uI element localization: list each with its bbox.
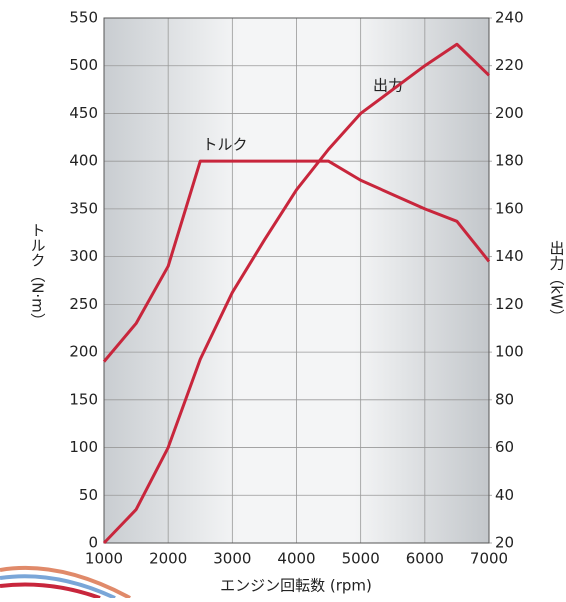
y2-tick-label: 140 [495, 247, 524, 265]
y-tick-label: 50 [79, 486, 98, 504]
decoration [0, 568, 130, 598]
y2-tick-label: 180 [495, 152, 524, 170]
x-tick-label: 5000 [342, 550, 380, 568]
x-tick-label: 1000 [85, 550, 123, 568]
y2-tick-label: 240 [495, 9, 524, 27]
y-tick-label: 450 [69, 104, 98, 122]
y-tick-label: 300 [69, 247, 98, 265]
y2-axis-label: 出力（kW） [548, 240, 566, 324]
y2-tick-label: 160 [495, 199, 524, 217]
x-tick-label: 4000 [277, 550, 315, 568]
y2-tick-label: 60 [495, 438, 514, 456]
x-tick-label: 6000 [406, 550, 444, 568]
chart: トルク 出力 エンジン回転数 (rpm) トルク（N·m） 出力（kW） 050… [0, 0, 566, 598]
x-tick-label: 2000 [149, 550, 187, 568]
y2-tick-label: 200 [495, 104, 524, 122]
y2-tick-label: 40 [495, 486, 514, 504]
y-tick-label: 500 [69, 56, 98, 74]
y2-tick-label: 120 [495, 295, 524, 313]
y2-tick-label: 100 [495, 343, 524, 361]
y2-tick-label: 80 [495, 390, 514, 408]
y-tick-label: 350 [69, 199, 98, 217]
y-tick-label: 400 [69, 152, 98, 170]
y-tick-label: 200 [69, 343, 98, 361]
y-tick-label: 250 [69, 295, 98, 313]
annotation: トルク [202, 136, 247, 154]
x-tick-label: 3000 [213, 550, 251, 568]
y2-tick-label: 220 [495, 56, 524, 74]
y-axis-label: トルク（N·m） [29, 222, 47, 328]
y-tick-label: 550 [69, 9, 98, 27]
x-tick-label: 7000 [470, 550, 508, 568]
x-axis-label: エンジン回転数 (rpm) [220, 577, 372, 595]
y-tick-label: 150 [69, 390, 98, 408]
y-tick-label: 100 [69, 438, 98, 456]
